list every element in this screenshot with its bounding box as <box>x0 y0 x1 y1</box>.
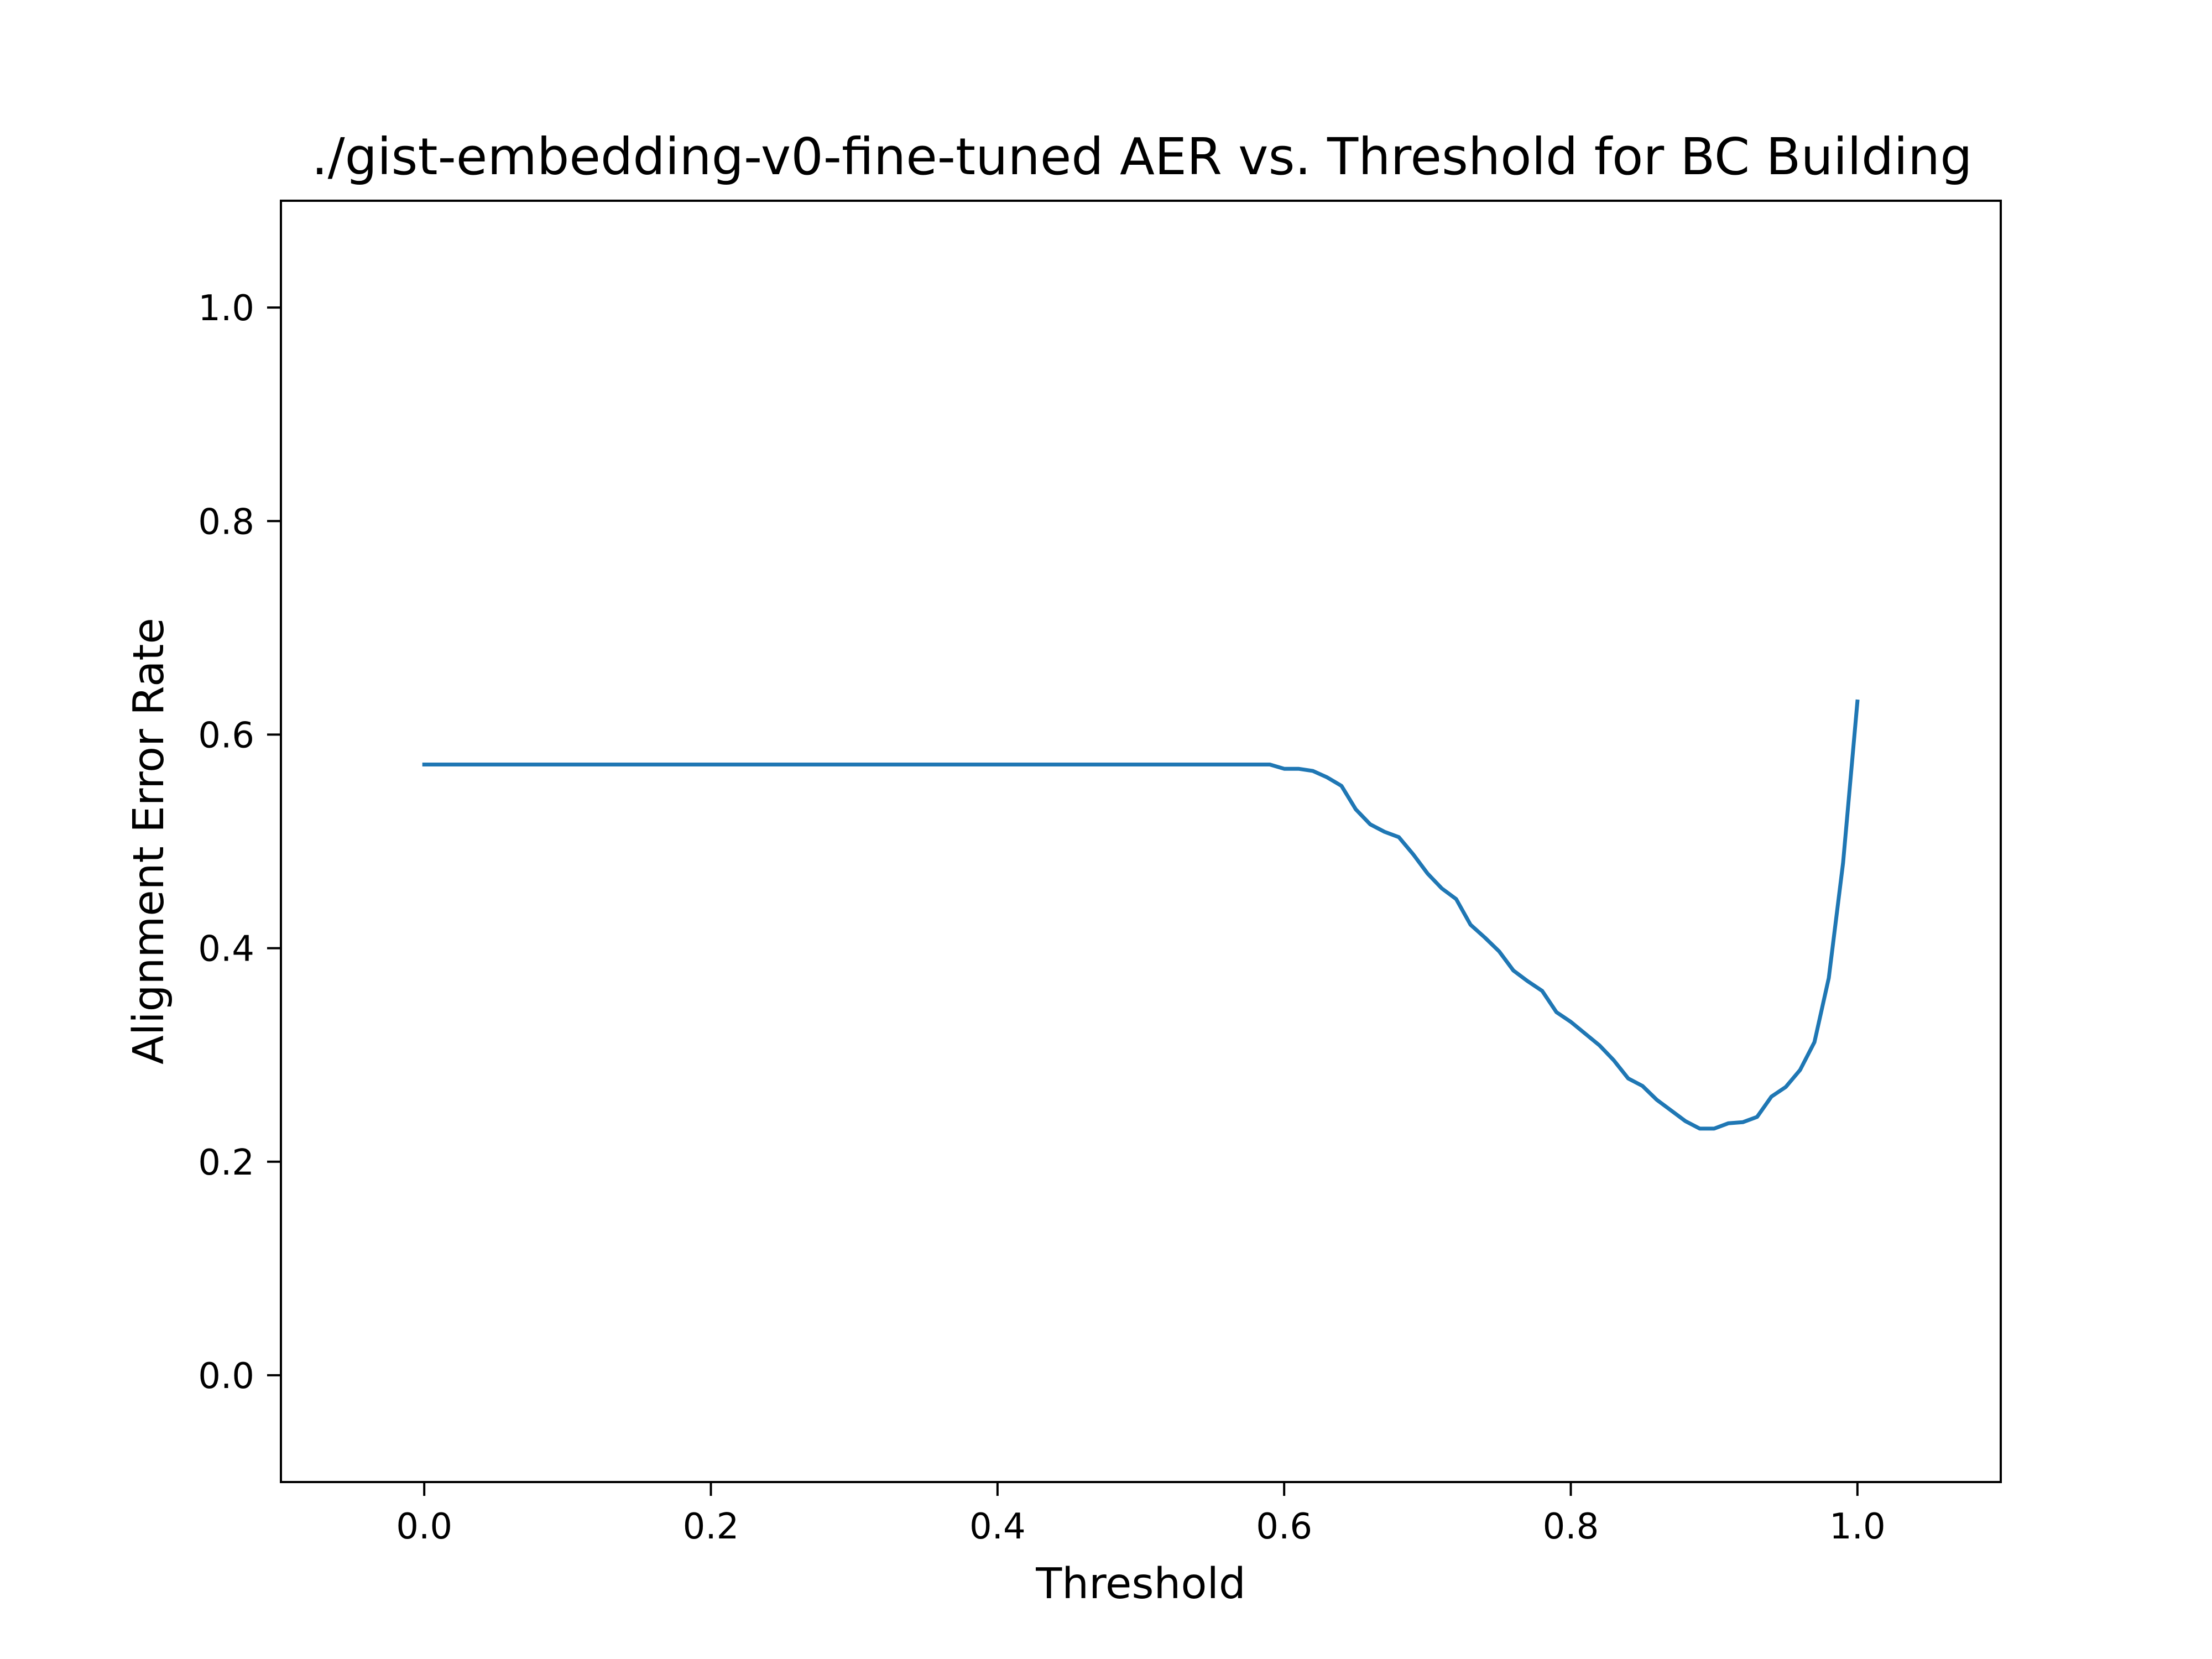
y-tick-label: 0.2 <box>198 1142 254 1183</box>
x-axis-ticks: 0.0 0.2 0.4 0.6 0.8 1.0 <box>396 1482 1886 1547</box>
x-tick-label: 0.8 <box>1543 1506 1599 1547</box>
x-tick-label: 0.2 <box>683 1506 739 1547</box>
x-tick-label: 0.6 <box>1256 1506 1312 1547</box>
chart-title: ./gist-embedding-v0-fine-tuned AER vs. T… <box>311 127 1972 186</box>
y-axis-label: Alignment Error Rate <box>124 618 174 1065</box>
y-tick-label: 1.0 <box>198 288 254 329</box>
y-tick-label: 0.4 <box>198 929 254 970</box>
x-axis-label: Threshold <box>1035 1559 1245 1609</box>
y-tick-label: 0.8 <box>198 502 254 542</box>
y-tick-label: 0.0 <box>198 1356 254 1397</box>
y-axis-ticks: 0.0 0.2 0.4 0.6 0.8 1.0 <box>198 288 281 1397</box>
x-tick-label: 1.0 <box>1829 1506 1886 1547</box>
aer-series-line <box>422 699 1860 1131</box>
x-tick-label: 0.4 <box>969 1506 1026 1547</box>
plot-area-frame <box>280 200 2002 1483</box>
x-tick-label: 0.0 <box>396 1506 452 1547</box>
y-tick-label: 0.6 <box>198 715 254 756</box>
